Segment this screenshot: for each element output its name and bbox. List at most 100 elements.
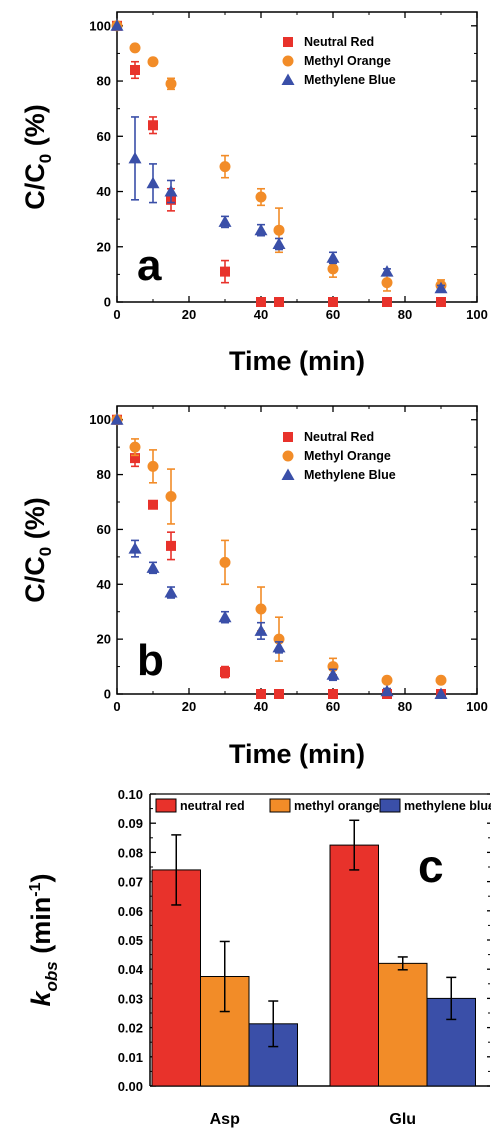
- data-point: [146, 561, 160, 573]
- x-category-label: Asp: [210, 1111, 240, 1128]
- x-tick-label: 80: [398, 307, 412, 322]
- x-tick-label: 80: [398, 699, 412, 714]
- y-tick-label: 60: [97, 522, 111, 537]
- data-point: [381, 277, 393, 289]
- data-point: [148, 120, 158, 131]
- legend-swatch: [155, 798, 177, 813]
- legend-marker: [281, 73, 295, 85]
- data-point: [147, 460, 159, 472]
- x-tick-label: 60: [326, 699, 340, 714]
- bar: [151, 869, 201, 1087]
- series-methyl-orange: [111, 20, 447, 292]
- y-tick-label: 0: [104, 687, 111, 702]
- y-axis-title-subscript: 0: [36, 154, 55, 163]
- data-point: [326, 251, 340, 263]
- data-point: [130, 453, 140, 464]
- y-axis-title: kobs (min-1): [26, 874, 61, 1007]
- y-tick-label: 100: [89, 18, 111, 33]
- y-axis-title: C/C0 (%): [20, 104, 55, 209]
- y-tick-label: 80: [97, 467, 111, 482]
- legend-label: Methyl Orange: [304, 54, 391, 68]
- data-point: [147, 56, 159, 68]
- data-point: [272, 640, 286, 653]
- series-methylene-blue: [110, 19, 448, 294]
- data-point: [219, 161, 231, 173]
- x-tick-label: 20: [182, 307, 196, 322]
- y-axis-title-main: C/C: [20, 556, 50, 603]
- x-tick-label: 0: [113, 307, 120, 322]
- data-point: [435, 674, 447, 686]
- y-tick-label: 0.02: [118, 1021, 143, 1036]
- data-point: [434, 281, 448, 294]
- data-point: [148, 499, 158, 510]
- legend-label: Neutral Red: [304, 35, 374, 49]
- y-tick-label: 0: [104, 295, 111, 310]
- data-point: [254, 624, 268, 636]
- data-point: [255, 603, 267, 615]
- legend-marker: [283, 432, 293, 442]
- data-point: [166, 540, 176, 551]
- data-point: [274, 297, 284, 307]
- legend-marker: [281, 468, 295, 480]
- legend-label: Methyl Orange: [304, 449, 391, 463]
- data-point: [256, 689, 266, 699]
- plot-frame: [116, 11, 478, 303]
- panel-label: c: [418, 840, 444, 892]
- data-point: [164, 586, 178, 598]
- legend-label: Methylene Blue: [304, 73, 396, 87]
- legend-swatch: [379, 798, 401, 813]
- data-point: [128, 542, 142, 554]
- legend-label: methyl orange: [294, 799, 379, 813]
- data-point: [273, 224, 285, 236]
- data-point: [110, 413, 124, 425]
- y-tick-label: 0.04: [118, 962, 144, 977]
- data-point: [130, 65, 140, 75]
- data-point: [328, 689, 338, 699]
- bar-group-glu: [329, 819, 476, 1087]
- data-point: [219, 556, 231, 568]
- data-point: [434, 687, 448, 699]
- bar: [329, 844, 379, 1087]
- y-tick-label: 0.08: [118, 845, 143, 860]
- legend-marker: [282, 55, 294, 67]
- y-axis-title-suffix: (%): [20, 104, 50, 154]
- legend-label: Neutral Red: [304, 430, 374, 444]
- legend-marker: [282, 450, 294, 462]
- y-axis-title-superscript: -1: [27, 882, 44, 896]
- y-tick-label: 60: [97, 129, 111, 144]
- data-point: [255, 191, 267, 203]
- x-axis-title: Time (min): [229, 739, 365, 769]
- y-axis-title-main: k: [26, 990, 56, 1007]
- x-tick-label: 40: [254, 699, 268, 714]
- data-point: [164, 185, 178, 197]
- y-tick-label: 80: [97, 74, 111, 89]
- data-point: [381, 674, 393, 686]
- data-point: [328, 297, 338, 307]
- y-tick-label: 20: [97, 632, 111, 647]
- x-category-label: Glu: [389, 1111, 416, 1128]
- series-methylene-blue: [110, 413, 448, 699]
- y-tick-label: 0.07: [118, 875, 143, 890]
- y-tick-label: 100: [89, 412, 111, 427]
- x-tick-label: 20: [182, 699, 196, 714]
- series-methyl-orange: [111, 414, 447, 686]
- x-tick-label: 40: [254, 307, 268, 322]
- legend-swatch: [269, 798, 291, 813]
- x-tick-label: 60: [326, 307, 340, 322]
- bar: [378, 962, 428, 1087]
- x-tick-label: 100: [466, 699, 488, 714]
- data-point: [274, 689, 284, 699]
- y-tick-label: 0.09: [118, 816, 143, 831]
- data-point: [254, 223, 268, 236]
- data-point: [110, 19, 124, 31]
- data-point: [146, 176, 160, 189]
- data-point: [165, 491, 177, 503]
- data-point: [436, 297, 446, 307]
- data-point: [220, 667, 230, 678]
- y-tick-label: 40: [97, 577, 111, 592]
- data-point: [380, 265, 394, 277]
- series-neutral-red: [112, 20, 446, 307]
- legend-label: methylene blue: [404, 799, 491, 813]
